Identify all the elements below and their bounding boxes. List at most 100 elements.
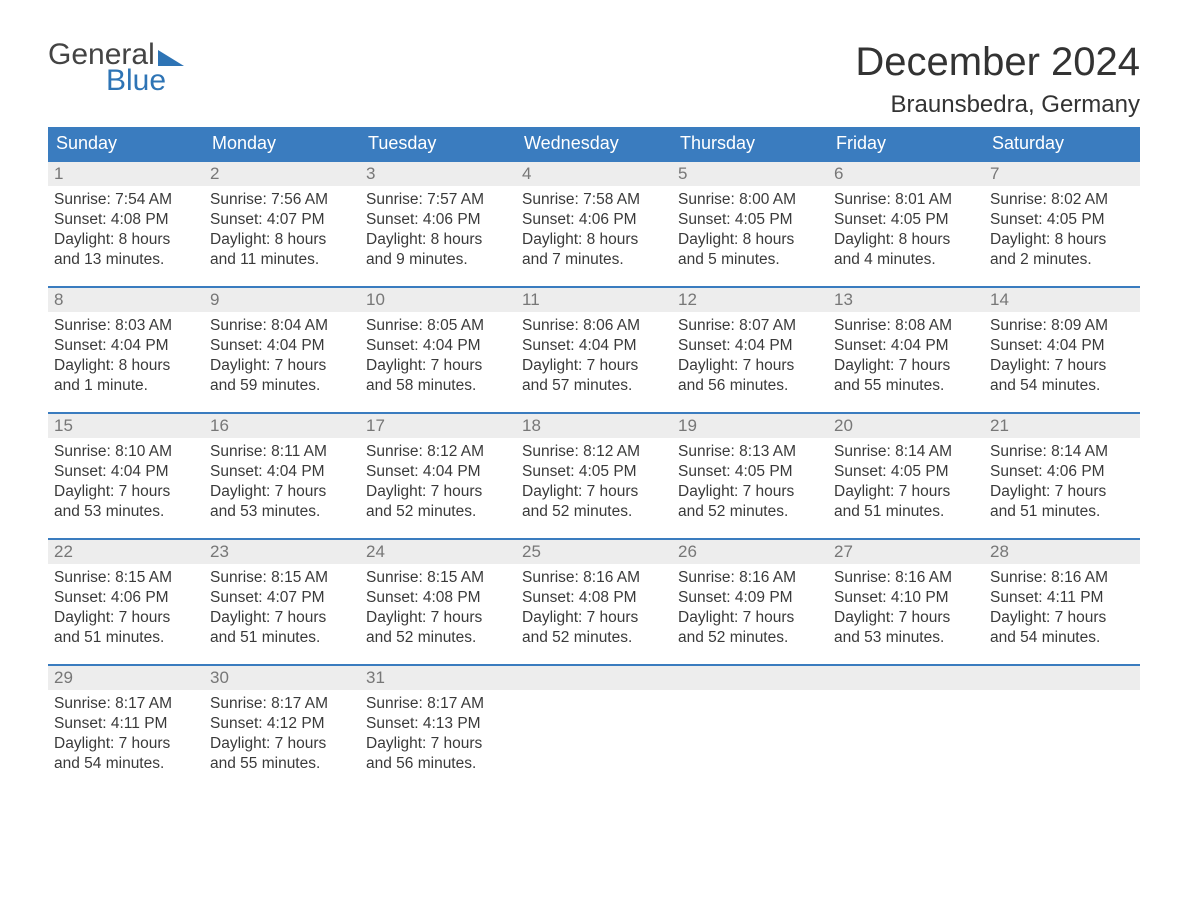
daylight-line-2: and 53 minutes.: [210, 502, 354, 522]
day-body: Sunrise: 8:16 AMSunset: 4:11 PMDaylight:…: [984, 564, 1140, 659]
day-cell: 25Sunrise: 8:16 AMSunset: 4:08 PMDayligh…: [516, 540, 672, 664]
daylight-line-2: and 53 minutes.: [834, 628, 978, 648]
day-number: 31: [360, 666, 516, 690]
day-number: 14: [984, 288, 1140, 312]
day-number: 22: [48, 540, 204, 564]
sunrise-text: Sunrise: 8:17 AM: [210, 694, 354, 714]
day-body: Sunrise: 8:13 AMSunset: 4:05 PMDaylight:…: [672, 438, 828, 533]
daylight-line-2: and 51 minutes.: [210, 628, 354, 648]
day-body: Sunrise: 8:15 AMSunset: 4:08 PMDaylight:…: [360, 564, 516, 659]
day-number: 8: [48, 288, 204, 312]
logo-word-2: Blue: [48, 66, 184, 96]
day-body: Sunrise: 8:17 AMSunset: 4:13 PMDaylight:…: [360, 690, 516, 785]
day-cell: 21Sunrise: 8:14 AMSunset: 4:06 PMDayligh…: [984, 414, 1140, 538]
weekday-header: Friday: [828, 127, 984, 160]
day-body: Sunrise: 8:15 AMSunset: 4:07 PMDaylight:…: [204, 564, 360, 659]
sunrise-text: Sunrise: 8:06 AM: [522, 316, 666, 336]
day-cell: 20Sunrise: 8:14 AMSunset: 4:05 PMDayligh…: [828, 414, 984, 538]
day-number: 29: [48, 666, 204, 690]
daylight-line-1: Daylight: 7 hours: [210, 482, 354, 502]
day-body: Sunrise: 7:56 AMSunset: 4:07 PMDaylight:…: [204, 186, 360, 281]
daylight-line-2: and 52 minutes.: [678, 502, 822, 522]
sunrise-text: Sunrise: 8:16 AM: [522, 568, 666, 588]
day-number: 1: [48, 162, 204, 186]
sunset-text: Sunset: 4:04 PM: [210, 336, 354, 356]
empty-day-cell: [516, 666, 672, 790]
day-number: 25: [516, 540, 672, 564]
daylight-line-2: and 52 minutes.: [522, 628, 666, 648]
sunrise-text: Sunrise: 7:54 AM: [54, 190, 198, 210]
daylight-line-1: Daylight: 8 hours: [210, 230, 354, 250]
day-body: Sunrise: 8:12 AMSunset: 4:05 PMDaylight:…: [516, 438, 672, 533]
day-cell: 11Sunrise: 8:06 AMSunset: 4:04 PMDayligh…: [516, 288, 672, 412]
day-body: Sunrise: 8:01 AMSunset: 4:05 PMDaylight:…: [828, 186, 984, 281]
weekday-header: Saturday: [984, 127, 1140, 160]
empty-day-cell: [984, 666, 1140, 790]
sunset-text: Sunset: 4:12 PM: [210, 714, 354, 734]
daylight-line-2: and 11 minutes.: [210, 250, 354, 270]
weekday-header: Monday: [204, 127, 360, 160]
daylight-line-1: Daylight: 7 hours: [522, 608, 666, 628]
sunrise-text: Sunrise: 8:00 AM: [678, 190, 822, 210]
sunrise-text: Sunrise: 8:14 AM: [834, 442, 978, 462]
day-cell: 10Sunrise: 8:05 AMSunset: 4:04 PMDayligh…: [360, 288, 516, 412]
sunset-text: Sunset: 4:04 PM: [54, 462, 198, 482]
empty-daynum: [828, 666, 984, 690]
daylight-line-1: Daylight: 7 hours: [366, 482, 510, 502]
sunset-text: Sunset: 4:04 PM: [54, 336, 198, 356]
day-body: Sunrise: 8:08 AMSunset: 4:04 PMDaylight:…: [828, 312, 984, 407]
daylight-line-2: and 54 minutes.: [990, 376, 1134, 396]
sunrise-text: Sunrise: 8:04 AM: [210, 316, 354, 336]
day-cell: 19Sunrise: 8:13 AMSunset: 4:05 PMDayligh…: [672, 414, 828, 538]
sunset-text: Sunset: 4:06 PM: [366, 210, 510, 230]
daylight-line-1: Daylight: 7 hours: [366, 356, 510, 376]
week-row: 29Sunrise: 8:17 AMSunset: 4:11 PMDayligh…: [48, 664, 1140, 790]
day-body: Sunrise: 8:00 AMSunset: 4:05 PMDaylight:…: [672, 186, 828, 281]
sunset-text: Sunset: 4:10 PM: [834, 588, 978, 608]
day-cell: 9Sunrise: 8:04 AMSunset: 4:04 PMDaylight…: [204, 288, 360, 412]
sunset-text: Sunset: 4:11 PM: [54, 714, 198, 734]
sunset-text: Sunset: 4:04 PM: [522, 336, 666, 356]
day-cell: 28Sunrise: 8:16 AMSunset: 4:11 PMDayligh…: [984, 540, 1140, 664]
daylight-line-1: Daylight: 8 hours: [366, 230, 510, 250]
daylight-line-1: Daylight: 8 hours: [834, 230, 978, 250]
daylight-line-2: and 51 minutes.: [834, 502, 978, 522]
sunrise-text: Sunrise: 8:16 AM: [678, 568, 822, 588]
daylight-line-2: and 56 minutes.: [366, 754, 510, 774]
daylight-line-2: and 59 minutes.: [210, 376, 354, 396]
day-number: 19: [672, 414, 828, 438]
daylight-line-2: and 56 minutes.: [678, 376, 822, 396]
sunrise-text: Sunrise: 8:15 AM: [54, 568, 198, 588]
empty-daynum: [984, 666, 1140, 690]
sunrise-text: Sunrise: 8:15 AM: [210, 568, 354, 588]
sunrise-text: Sunrise: 8:01 AM: [834, 190, 978, 210]
sunrise-text: Sunrise: 8:10 AM: [54, 442, 198, 462]
logo-flag-icon: [158, 50, 184, 66]
weekday-header: Thursday: [672, 127, 828, 160]
daylight-line-1: Daylight: 7 hours: [54, 482, 198, 502]
header: General Blue December 2024 Braunsbedra, …: [48, 40, 1140, 119]
day-number: 28: [984, 540, 1140, 564]
day-number: 23: [204, 540, 360, 564]
day-cell: 12Sunrise: 8:07 AMSunset: 4:04 PMDayligh…: [672, 288, 828, 412]
sunrise-text: Sunrise: 8:13 AM: [678, 442, 822, 462]
week-row: 15Sunrise: 8:10 AMSunset: 4:04 PMDayligh…: [48, 412, 1140, 538]
daylight-line-1: Daylight: 7 hours: [678, 608, 822, 628]
day-body: Sunrise: 8:05 AMSunset: 4:04 PMDaylight:…: [360, 312, 516, 407]
daylight-line-2: and 13 minutes.: [54, 250, 198, 270]
day-cell: 7Sunrise: 8:02 AMSunset: 4:05 PMDaylight…: [984, 162, 1140, 286]
sunset-text: Sunset: 4:04 PM: [366, 336, 510, 356]
sunrise-text: Sunrise: 8:16 AM: [990, 568, 1134, 588]
day-cell: 24Sunrise: 8:15 AMSunset: 4:08 PMDayligh…: [360, 540, 516, 664]
day-body: Sunrise: 8:16 AMSunset: 4:08 PMDaylight:…: [516, 564, 672, 659]
day-cell: 18Sunrise: 8:12 AMSunset: 4:05 PMDayligh…: [516, 414, 672, 538]
sunrise-text: Sunrise: 8:05 AM: [366, 316, 510, 336]
sunset-text: Sunset: 4:05 PM: [522, 462, 666, 482]
daylight-line-2: and 1 minute.: [54, 376, 198, 396]
sunrise-text: Sunrise: 8:17 AM: [54, 694, 198, 714]
sunset-text: Sunset: 4:05 PM: [834, 462, 978, 482]
sunrise-text: Sunrise: 8:08 AM: [834, 316, 978, 336]
day-number: 18: [516, 414, 672, 438]
daylight-line-2: and 54 minutes.: [54, 754, 198, 774]
weekday-header: Sunday: [48, 127, 204, 160]
